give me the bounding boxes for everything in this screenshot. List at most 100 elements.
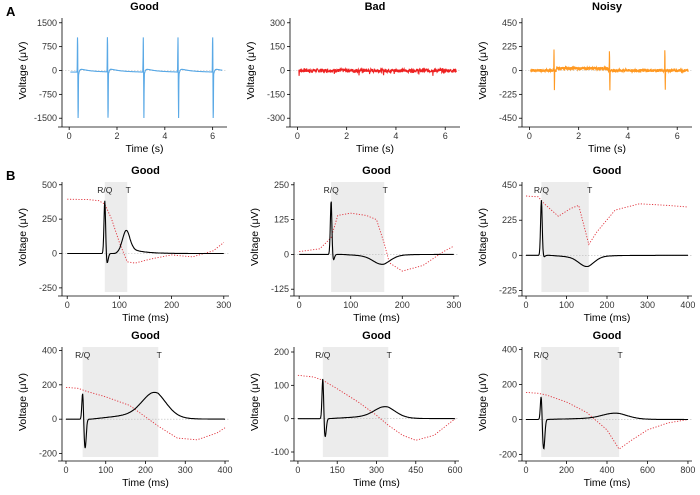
y-tick-label: 225 <box>502 215 517 225</box>
x-tick-label: 200 <box>559 465 574 475</box>
chart-title: Good <box>131 165 160 177</box>
x-tick-label: 6 <box>443 131 448 141</box>
x-tick-label: 0 <box>297 300 302 310</box>
annotation-t: T <box>387 350 392 360</box>
x-axis-label: Time (ms) <box>584 312 631 324</box>
y-tick-label: 400 <box>42 345 57 355</box>
y-tick-label: 0 <box>512 66 517 76</box>
y-tick-label: -200 <box>39 449 57 459</box>
x-tick-label: 600 <box>640 465 655 475</box>
series-line <box>298 66 457 76</box>
dotted-line <box>67 198 225 264</box>
y-tick-label: 250 <box>42 214 57 224</box>
y-tick-label: -1500 <box>34 113 57 123</box>
x-tick-label: 4 <box>393 131 398 141</box>
x-tick-label: 0 <box>295 465 300 475</box>
y-tick-label: -150 <box>267 89 285 99</box>
y-tick-label: 125 <box>274 215 289 225</box>
annotation-t: T <box>157 350 162 360</box>
x-axis-label: Time (s) <box>356 143 394 155</box>
x-tick-label: 4 <box>625 131 630 141</box>
x-tick-label: 400 <box>599 465 614 475</box>
y-tick-label: 0 <box>280 66 285 76</box>
x-tick-label: 300 <box>216 300 231 310</box>
x-tick-label: 6 <box>210 131 215 141</box>
x-tick-label: 0 <box>524 465 529 475</box>
chart-A2: Bad -300 -150 0 150 300 0 2 4 6 Time (s) Voltage (μ… <box>245 1 460 155</box>
y-axis-label: Voltage (μV) <box>245 42 257 100</box>
y-tick-label: 450 <box>502 180 517 190</box>
annotation-rq: R/Q <box>97 185 113 195</box>
x-tick-label: 6 <box>675 131 680 141</box>
series-line <box>530 49 689 91</box>
series-line <box>70 37 223 119</box>
x-tick-label: 200 <box>395 300 410 310</box>
y-tick-label: -100 <box>271 447 289 457</box>
y-tick-label: 0 <box>52 66 57 76</box>
annotation-rq: R/Q <box>315 350 331 360</box>
x-tick-label: 300 <box>178 465 193 475</box>
chart-title: Bad <box>365 1 386 13</box>
averaged-beat-line <box>526 200 688 268</box>
y-axis-label: Voltage (μV) <box>17 42 29 100</box>
x-tick-label: 400 <box>218 465 233 475</box>
chart-A1: Good -1500 -750 0 750 1500 0 2 4 6 Time (s) Voltage… <box>17 1 227 155</box>
panel-label-a: A <box>6 4 16 19</box>
x-tick-label: 300 <box>640 300 655 310</box>
x-axis-label: Time (ms) <box>353 477 400 489</box>
x-tick-label: 200 <box>599 300 614 310</box>
x-tick-label: 0 <box>524 300 529 310</box>
annotation-rq: R/Q <box>75 350 91 360</box>
annotation-t: T <box>126 185 131 195</box>
x-axis-label: Time (s) <box>125 143 163 155</box>
annotation-rq: R/Q <box>324 185 340 195</box>
y-tick-label: -225 <box>499 89 517 99</box>
dotted-line <box>297 374 456 441</box>
y-tick-label: -200 <box>499 449 517 459</box>
x-tick-label: 450 <box>408 465 423 475</box>
y-tick-label: 0 <box>52 414 57 424</box>
x-axis-label: Time (ms) <box>122 312 169 324</box>
x-tick-label: 0 <box>527 131 532 141</box>
chart-B2: Good R/Q T -125 0 125 250 0 100 200 300 Time (ms) Vo… <box>249 165 461 324</box>
averaged-beat-line <box>66 391 225 449</box>
annotation-rq: R/Q <box>534 185 550 195</box>
annotation-t: T <box>618 350 623 360</box>
qt-window <box>104 182 128 292</box>
x-axis-label: Time (ms) <box>122 477 169 489</box>
y-tick-label: 225 <box>502 42 517 52</box>
y-tick-label: 750 <box>42 42 57 52</box>
x-tick-label: 0 <box>63 465 68 475</box>
panel-label-b: B <box>6 168 15 183</box>
y-tick-label: -450 <box>499 113 517 123</box>
x-tick-label: 200 <box>164 300 179 310</box>
y-tick-label: 0 <box>512 414 517 424</box>
y-tick-label: -250 <box>39 283 57 293</box>
y-tick-label: -300 <box>267 113 285 123</box>
y-tick-label: 500 <box>42 180 57 190</box>
chart-B3: Good R/Q T -225 0 225 450 0 100 200 300 400 Time (ms… <box>477 165 695 324</box>
annotation-t: T <box>383 185 388 195</box>
x-tick-label: 2 <box>576 131 581 141</box>
y-tick-label: 200 <box>42 380 57 390</box>
y-tick-label: 300 <box>270 18 285 28</box>
dotted-line <box>525 391 689 450</box>
x-tick-label: 0 <box>295 131 300 141</box>
y-tick-label: 0 <box>512 250 517 260</box>
averaged-beat-line <box>297 378 456 438</box>
x-tick-label: 2 <box>344 131 349 141</box>
y-axis-label: Voltage (μV) <box>17 373 29 431</box>
chart-B1: Good R/Q T -250 0 250 500 0 100 200 300 Time (ms) Vo… <box>17 165 231 324</box>
y-tick-label: -125 <box>271 284 289 294</box>
x-tick-label: 0 <box>65 300 70 310</box>
x-tick-label: 200 <box>138 465 153 475</box>
x-tick-label: 400 <box>680 300 695 310</box>
annotation-rq: R/Q <box>534 350 550 360</box>
y-tick-label: 0 <box>52 249 57 259</box>
y-axis-label: Voltage (μV) <box>477 42 489 100</box>
averaged-beat-line <box>526 396 688 450</box>
y-axis-label: Voltage (μV) <box>249 208 261 266</box>
y-tick-label: 0 <box>284 249 289 259</box>
chart-A3: Noisy -450 -225 0 225 450 0 2 4 6 Time (s) Voltage … <box>477 1 692 155</box>
